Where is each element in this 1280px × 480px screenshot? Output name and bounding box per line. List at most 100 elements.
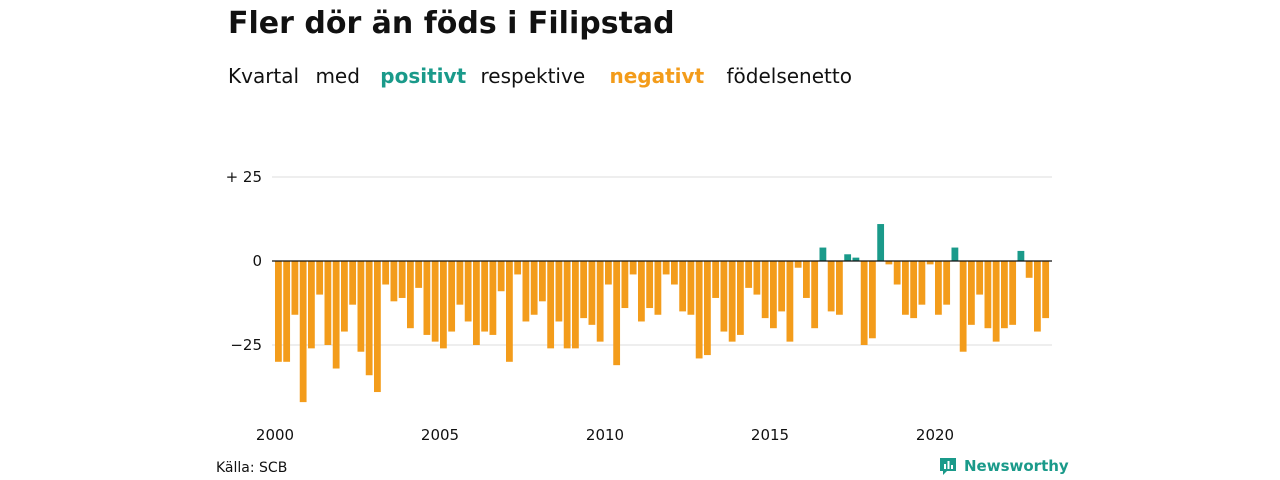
bar-negative (407, 261, 414, 329)
bar-negative (539, 261, 546, 302)
bar-negative (448, 261, 456, 332)
bar-negative (1001, 261, 1008, 329)
x-tick-label: 2005 (421, 426, 459, 444)
y-tick-label: −25 (230, 336, 262, 354)
bar-negative (761, 261, 769, 319)
bar-negative (679, 261, 687, 312)
bar-negative (341, 261, 348, 332)
bar-negative (1034, 261, 1041, 332)
bar-negative (299, 261, 307, 403)
bar-negative (902, 261, 909, 315)
subtitle-negative-label: negativt (609, 64, 705, 88)
bar-negative (984, 261, 992, 329)
bar-negative (473, 261, 480, 345)
bar-negative (506, 261, 513, 362)
bar-negative (283, 261, 291, 362)
subtitle-positive-label: positivt (380, 64, 467, 88)
bar-positive (852, 257, 860, 261)
bar-negative (1009, 261, 1017, 325)
bar-negative (720, 261, 728, 332)
y-tick-label: + 25 (226, 168, 262, 186)
x-tick-label: 2015 (751, 426, 789, 444)
bar-negative (712, 261, 720, 298)
bar-negative (671, 261, 678, 285)
brand-logo: Newsworthy (938, 456, 1069, 476)
bar-negative (885, 261, 893, 265)
bar-negative (316, 261, 324, 295)
x-tick-label: 2000 (256, 426, 294, 444)
bar-negative (728, 261, 736, 342)
bar-negative (580, 261, 588, 319)
subtitle-word: respektive (480, 64, 586, 88)
bar-negative (827, 261, 835, 312)
chart-title: Fler dör än föds i Filipstad (228, 6, 675, 41)
bar-positive (951, 247, 959, 261)
bar-negative (588, 261, 596, 325)
bar-negative (794, 261, 802, 268)
bar-negative (596, 261, 604, 342)
bar-positive (819, 247, 827, 261)
bar-negative (415, 261, 423, 288)
bar-negative (687, 261, 695, 315)
bar-negative (555, 261, 563, 322)
bar-negative (753, 261, 761, 295)
bar-negative (860, 261, 868, 345)
bar-negative (291, 261, 299, 315)
bar-negative (968, 261, 975, 325)
bar-negative (786, 261, 794, 342)
bar-negative (464, 261, 472, 322)
bar-negative (563, 261, 571, 349)
x-tick-label: 2020 (916, 426, 954, 444)
bar-negative (547, 261, 555, 349)
subtitle-word: med (315, 64, 360, 88)
bar-negative (332, 261, 340, 369)
bar-negative (935, 261, 942, 315)
bar-negative (745, 261, 753, 288)
bar-negative (530, 261, 538, 315)
newsworthy-logo-icon (940, 458, 956, 475)
bar-negative (778, 261, 786, 312)
source-note: Källa: SCB (216, 460, 288, 476)
bar-negative (654, 261, 662, 315)
bar-negative (976, 261, 984, 295)
bar-negative (811, 261, 819, 329)
bar-positive (1017, 250, 1025, 261)
bar-negative (398, 261, 406, 298)
bar-negative (836, 261, 843, 315)
x-tick-label: 2010 (586, 426, 624, 444)
bar-negative (489, 261, 497, 335)
brand-name: Newsworthy (964, 457, 1069, 475)
subtitle-word: födelsenetto (726, 64, 852, 88)
bar-negative (497, 261, 505, 292)
bar-negative (349, 261, 357, 305)
bar-negative (926, 261, 934, 265)
bar-positive (877, 224, 885, 261)
bar-negative (390, 261, 398, 302)
bar-negative (621, 261, 629, 309)
bar-negative (1025, 261, 1033, 278)
bar-negative (431, 261, 439, 342)
bar-negative (357, 261, 365, 352)
bar-negative (992, 261, 1000, 342)
bar-negative (704, 261, 711, 356)
bar-negative (365, 261, 373, 376)
bar-negative (943, 261, 951, 305)
bar-negative (440, 261, 447, 349)
bar-negative (869, 261, 876, 339)
bar-negative (662, 261, 670, 275)
bar-negative (770, 261, 777, 329)
bar-negative (646, 261, 654, 309)
bar-negative (423, 261, 431, 335)
bar-negative (382, 261, 390, 285)
bar-negative (572, 261, 579, 349)
bar-negative (324, 261, 332, 345)
bar-negative (638, 261, 645, 322)
bar-negative (803, 261, 810, 298)
bar-negative (275, 261, 282, 362)
bar-negative (629, 261, 637, 275)
subtitle-word: Kvartal (228, 64, 300, 88)
bar-negative (893, 261, 901, 285)
bar-positive (844, 254, 852, 261)
bar-negative (695, 261, 703, 359)
